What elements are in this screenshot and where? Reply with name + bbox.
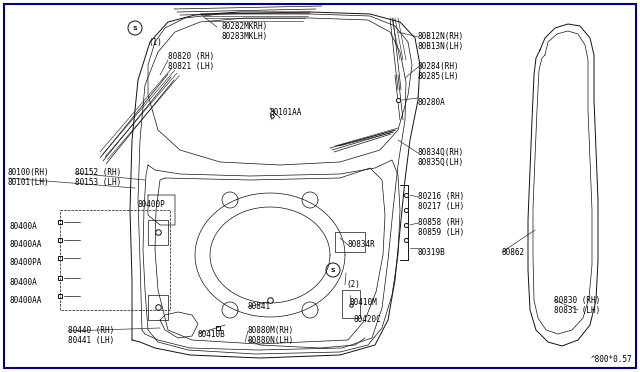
Text: 80858 (RH): 80858 (RH) (418, 218, 464, 227)
Text: 80420C: 80420C (354, 315, 381, 324)
Text: 80834Q(RH): 80834Q(RH) (418, 148, 464, 157)
Text: 80216 (RH): 80216 (RH) (418, 192, 464, 201)
Text: 80820 (RH): 80820 (RH) (168, 52, 214, 61)
Text: 80282MKRH): 80282MKRH) (222, 22, 268, 31)
Text: S: S (132, 26, 138, 31)
Text: 80841: 80841 (248, 302, 271, 311)
Text: 80400A: 80400A (10, 222, 38, 231)
Text: 80830 (RH): 80830 (RH) (554, 296, 600, 305)
Text: 80880N(LH): 80880N(LH) (248, 336, 294, 345)
Text: (2): (2) (346, 280, 360, 289)
Text: 80859 (LH): 80859 (LH) (418, 228, 464, 237)
Bar (335, 232, 365, 252)
Text: 80280A: 80280A (418, 98, 445, 107)
Text: 80834R: 80834R (348, 240, 376, 249)
Text: 80862: 80862 (502, 248, 525, 257)
Text: 80400AA: 80400AA (10, 296, 42, 305)
Bar (60, 210, 170, 310)
Text: 80835Q(LH): 80835Q(LH) (418, 158, 464, 167)
Text: 80153 (LH): 80153 (LH) (75, 178, 121, 187)
Bar (342, 290, 360, 318)
Text: 80217 (LH): 80217 (LH) (418, 202, 464, 211)
Text: 80400AA: 80400AA (10, 240, 42, 249)
Text: 80284(RH): 80284(RH) (418, 62, 460, 71)
Text: 80880M(RH): 80880M(RH) (248, 326, 294, 335)
Bar (148, 295, 168, 320)
Text: 80285(LH): 80285(LH) (418, 72, 460, 81)
Text: 80400A: 80400A (10, 278, 38, 287)
Text: 80319B: 80319B (418, 248, 445, 257)
Text: 80B12N(RH): 80B12N(RH) (418, 32, 464, 41)
Text: 80831 (LH): 80831 (LH) (554, 306, 600, 315)
Text: 80152 (RH): 80152 (RH) (75, 168, 121, 177)
Text: 80400P: 80400P (138, 200, 166, 209)
Text: (1): (1) (148, 38, 162, 47)
Text: 80441 (LH): 80441 (LH) (68, 336, 115, 345)
Text: 80821 (LH): 80821 (LH) (168, 62, 214, 71)
Text: 80100(RH): 80100(RH) (8, 168, 50, 177)
Text: ^800*0.57: ^800*0.57 (590, 355, 632, 364)
Text: S: S (331, 267, 335, 273)
Text: 80440 (RH): 80440 (RH) (68, 326, 115, 335)
Text: 80410M: 80410M (350, 298, 378, 307)
Text: 80101AA: 80101AA (270, 108, 302, 117)
Text: 80400PA: 80400PA (10, 258, 42, 267)
Text: 80283MKLH): 80283MKLH) (222, 32, 268, 41)
Bar (148, 220, 168, 245)
Text: 80410B: 80410B (198, 330, 226, 339)
Text: 80101(LH): 80101(LH) (8, 178, 50, 187)
Text: 80B13N(LH): 80B13N(LH) (418, 42, 464, 51)
